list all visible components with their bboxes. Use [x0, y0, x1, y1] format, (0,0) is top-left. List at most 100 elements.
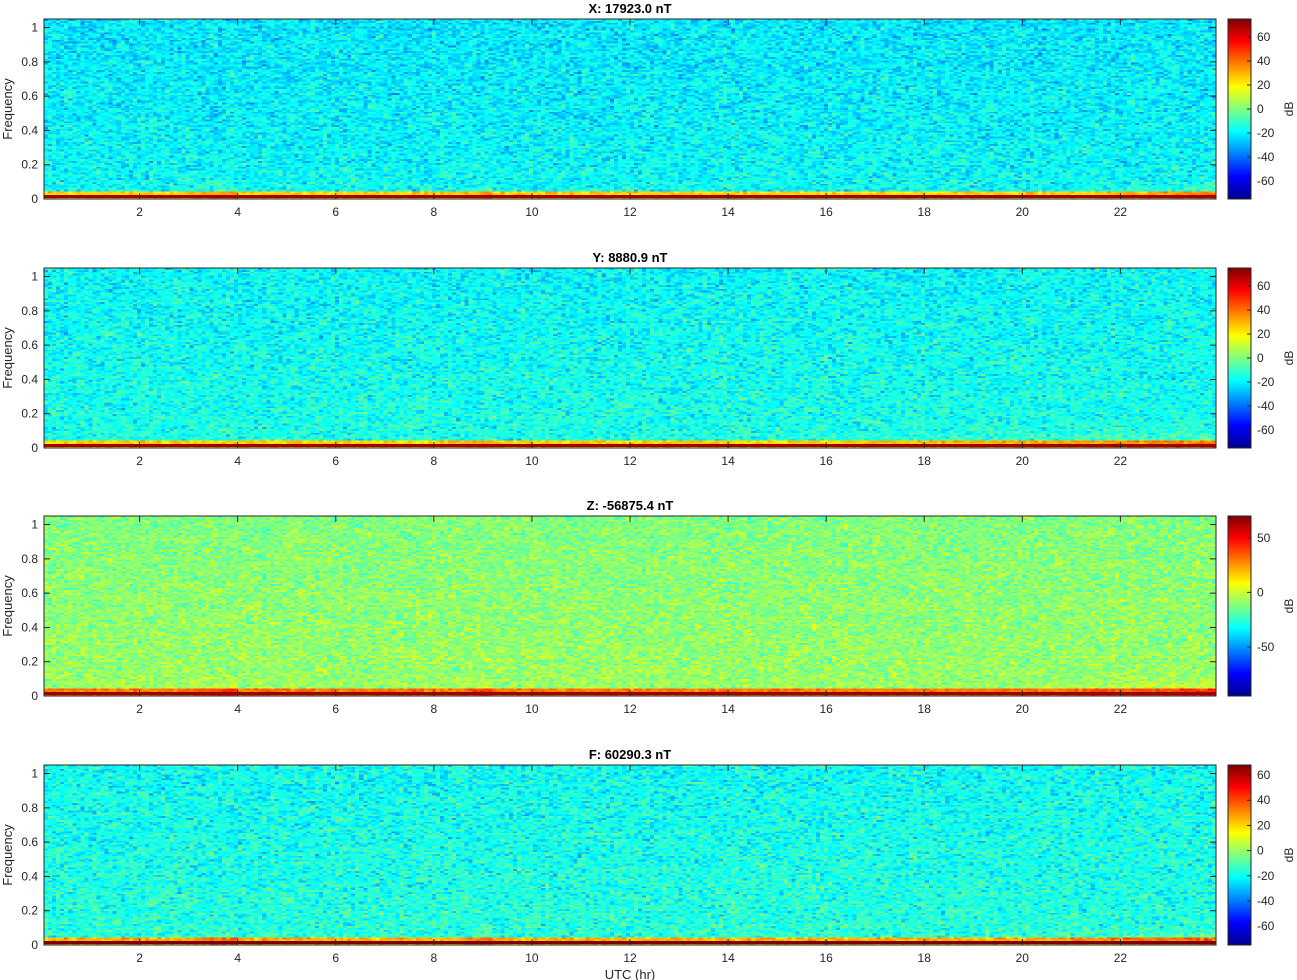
colorbar-tick-label: -20: [1257, 375, 1275, 389]
colorbar-label: dB: [1282, 102, 1296, 117]
x-tick-label: 10: [525, 205, 539, 219]
panel-title: F: 60290.3 nT: [589, 747, 671, 762]
y-tick-label: 0.6: [21, 835, 38, 849]
y-tick-label: 1: [31, 767, 38, 781]
y-tick-label: 0.6: [21, 586, 38, 600]
colorbar-tick-label: 20: [1257, 818, 1271, 832]
y-tick-label: 1: [31, 518, 38, 532]
y-tick-label: 0: [31, 192, 38, 206]
spectrogram-heatmap: [44, 19, 1216, 199]
y-tick-label: 0.2: [21, 158, 38, 172]
x-tick-label: 4: [234, 205, 241, 219]
x-tick-label: 16: [819, 454, 833, 468]
x-tick-label: 8: [431, 454, 438, 468]
y-axis-label: Frequency: [0, 327, 15, 389]
x-tick-label: 6: [332, 205, 339, 219]
colorbar-tick-label: 60: [1257, 768, 1271, 782]
x-tick-label: 20: [1016, 951, 1030, 965]
x-tick-label: 20: [1016, 205, 1030, 219]
x-tick-label: 10: [525, 454, 539, 468]
panel-title: Y: 8880.9 nT: [593, 250, 668, 265]
y-tick-label: 0.8: [21, 801, 38, 815]
panel-title: X: 17923.0 nT: [588, 1, 671, 16]
y-tick-label: 0.4: [21, 869, 38, 883]
colorbar-tick-label: -60: [1257, 174, 1275, 188]
colorbar: -60 -40 -20 0 20 40 60 dB: [1227, 18, 1296, 200]
x-tick-label: 2: [136, 702, 143, 716]
x-tick-label: 10: [525, 951, 539, 965]
spectrogram-heatmap: [44, 268, 1216, 448]
x-tick-label: 16: [819, 951, 833, 965]
spectrogram-panel: X: 17923.0 nT2 4 6 8 10 12 14 16 18 20 2200.20.40.…: [0, 1, 1296, 219]
x-tick-label: 14: [721, 951, 735, 965]
colorbar-tick-label: -20: [1257, 126, 1275, 140]
x-tick-label: 4: [234, 454, 241, 468]
spectrogram-panel: Y: 8880.9 nT2 4 6 8 10 12 14 16 18 20 2200.20.40.6…: [0, 250, 1296, 468]
x-tick-label: 6: [332, 454, 339, 468]
y-tick-label: 0.2: [21, 655, 38, 669]
x-tick-label: 6: [332, 951, 339, 965]
colorbar: -60 -40 -20 0 20 40 60 dB: [1227, 764, 1296, 946]
x-tick-label: 2: [136, 454, 143, 468]
x-tick-label: 12: [623, 702, 637, 716]
colorbar-tick-label: 0: [1257, 351, 1264, 365]
x-tick-label: 14: [721, 454, 735, 468]
y-tick-label: 0.8: [21, 55, 38, 69]
colorbar-tick-label: 50: [1257, 531, 1271, 545]
colorbar-tick-label: -20: [1257, 869, 1275, 883]
spectrogram-heatmap: [44, 765, 1216, 945]
x-tick-label: 14: [721, 205, 735, 219]
y-tick-label: 0.6: [21, 338, 38, 352]
x-tick-label: 4: [234, 951, 241, 965]
panel-title: Z: -56875.4 nT: [587, 498, 674, 513]
x-tick-label: 18: [918, 951, 932, 965]
y-tick-label: 0.6: [21, 89, 38, 103]
x-tick-label: 12: [623, 454, 637, 468]
colorbar-tick-label: 0: [1257, 585, 1264, 599]
colorbar-tick-label: -50: [1257, 640, 1275, 654]
spectrogram-panel: F: 60290.3 nT2 4 6 8 10 12 14 16 18 20 2200.20.40.…: [0, 747, 1296, 980]
x-tick-label: 8: [431, 205, 438, 219]
x-tick-label: 6: [332, 702, 339, 716]
x-tick-label: 18: [918, 702, 932, 716]
y-tick-label: 1: [31, 21, 38, 35]
y-axis-label: Frequency: [0, 575, 15, 637]
x-tick-label: 8: [431, 951, 438, 965]
spectrogram-panel: Z: -56875.4 nT2 4 6 8 10 12 14 16 18 20 2200.20.40…: [0, 498, 1296, 716]
y-tick-label: 0.4: [21, 372, 38, 386]
x-tick-label: 22: [1114, 951, 1128, 965]
colorbar-tick-label: 60: [1257, 30, 1271, 44]
y-tick-label: 0: [31, 441, 38, 455]
x-tick-label: 8: [431, 702, 438, 716]
y-tick-label: 0.4: [21, 123, 38, 137]
colorbar-tick-label: -40: [1257, 399, 1275, 413]
colorbar-tick-label: -60: [1257, 919, 1275, 933]
y-tick-label: 0.2: [21, 904, 38, 918]
y-tick-label: 0.8: [21, 552, 38, 566]
colorbar-gradient: [1227, 515, 1252, 697]
colorbar-label: dB: [1282, 848, 1296, 863]
y-axis-label: Frequency: [0, 78, 15, 140]
colorbar-gradient: [1227, 764, 1252, 946]
colorbar-tick-label: 40: [1257, 54, 1271, 68]
x-tick-label: 2: [136, 205, 143, 219]
x-tick-label: 20: [1016, 702, 1030, 716]
x-axis-label: UTC (hr): [605, 967, 656, 980]
colorbar-tick-label: -60: [1257, 423, 1275, 437]
x-tick-label: 22: [1114, 454, 1128, 468]
colorbar-tick-label: -40: [1257, 150, 1275, 164]
colorbar-tick-label: 40: [1257, 303, 1271, 317]
x-tick-label: 22: [1114, 205, 1128, 219]
x-tick-label: 12: [623, 205, 637, 219]
colorbar: -50 0 50 dB: [1227, 515, 1296, 697]
y-tick-label: 0: [31, 938, 38, 952]
x-tick-label: 2: [136, 951, 143, 965]
x-tick-label: 18: [918, 205, 932, 219]
x-tick-label: 16: [819, 702, 833, 716]
colorbar-tick-label: 20: [1257, 78, 1271, 92]
y-tick-label: 0.8: [21, 304, 38, 318]
colorbar-label: dB: [1282, 599, 1296, 614]
x-tick-label: 14: [721, 702, 735, 716]
